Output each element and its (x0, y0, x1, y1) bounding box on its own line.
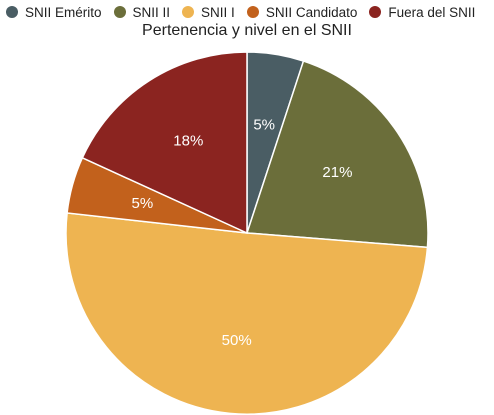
legend-item[interactable]: SNII Candidato (246, 4, 358, 20)
chart-title: Pertenencia y nivel en el SNII (142, 22, 352, 39)
legend-label: SNII I (201, 4, 235, 20)
data-label: 18% (173, 133, 203, 150)
legend-swatch (246, 6, 259, 18)
data-label: 50% (222, 332, 252, 349)
legend-item[interactable]: SNII I (182, 5, 235, 20)
legend-swatch (369, 6, 382, 18)
legend-label: SNII Emérito (25, 4, 102, 20)
legend-label: Fuera del SNII (388, 4, 476, 20)
legend-swatch (6, 6, 18, 18)
legend-label: SNII II (132, 4, 171, 20)
pie-slice[interactable] (81, 51, 248, 235)
legend-swatch (113, 6, 126, 18)
pie-slice[interactable] (245, 60, 429, 249)
chart-legend: SNII Emérito SNII II SNII I SNII Candidato F… (6, 3, 492, 21)
legend-swatch (182, 6, 195, 18)
data-label: 21% (322, 164, 352, 181)
pie-slice[interactable] (65, 212, 429, 415)
data-label: 5% (131, 195, 153, 212)
legend-label: SNII Candidato (265, 4, 358, 20)
legend-item[interactable]: Fuera del SNII (369, 5, 475, 20)
legend-item[interactable]: SNII Emérito (6, 5, 102, 20)
legend-item[interactable]: SNII II (113, 4, 171, 20)
data-label: 5% (253, 117, 275, 134)
